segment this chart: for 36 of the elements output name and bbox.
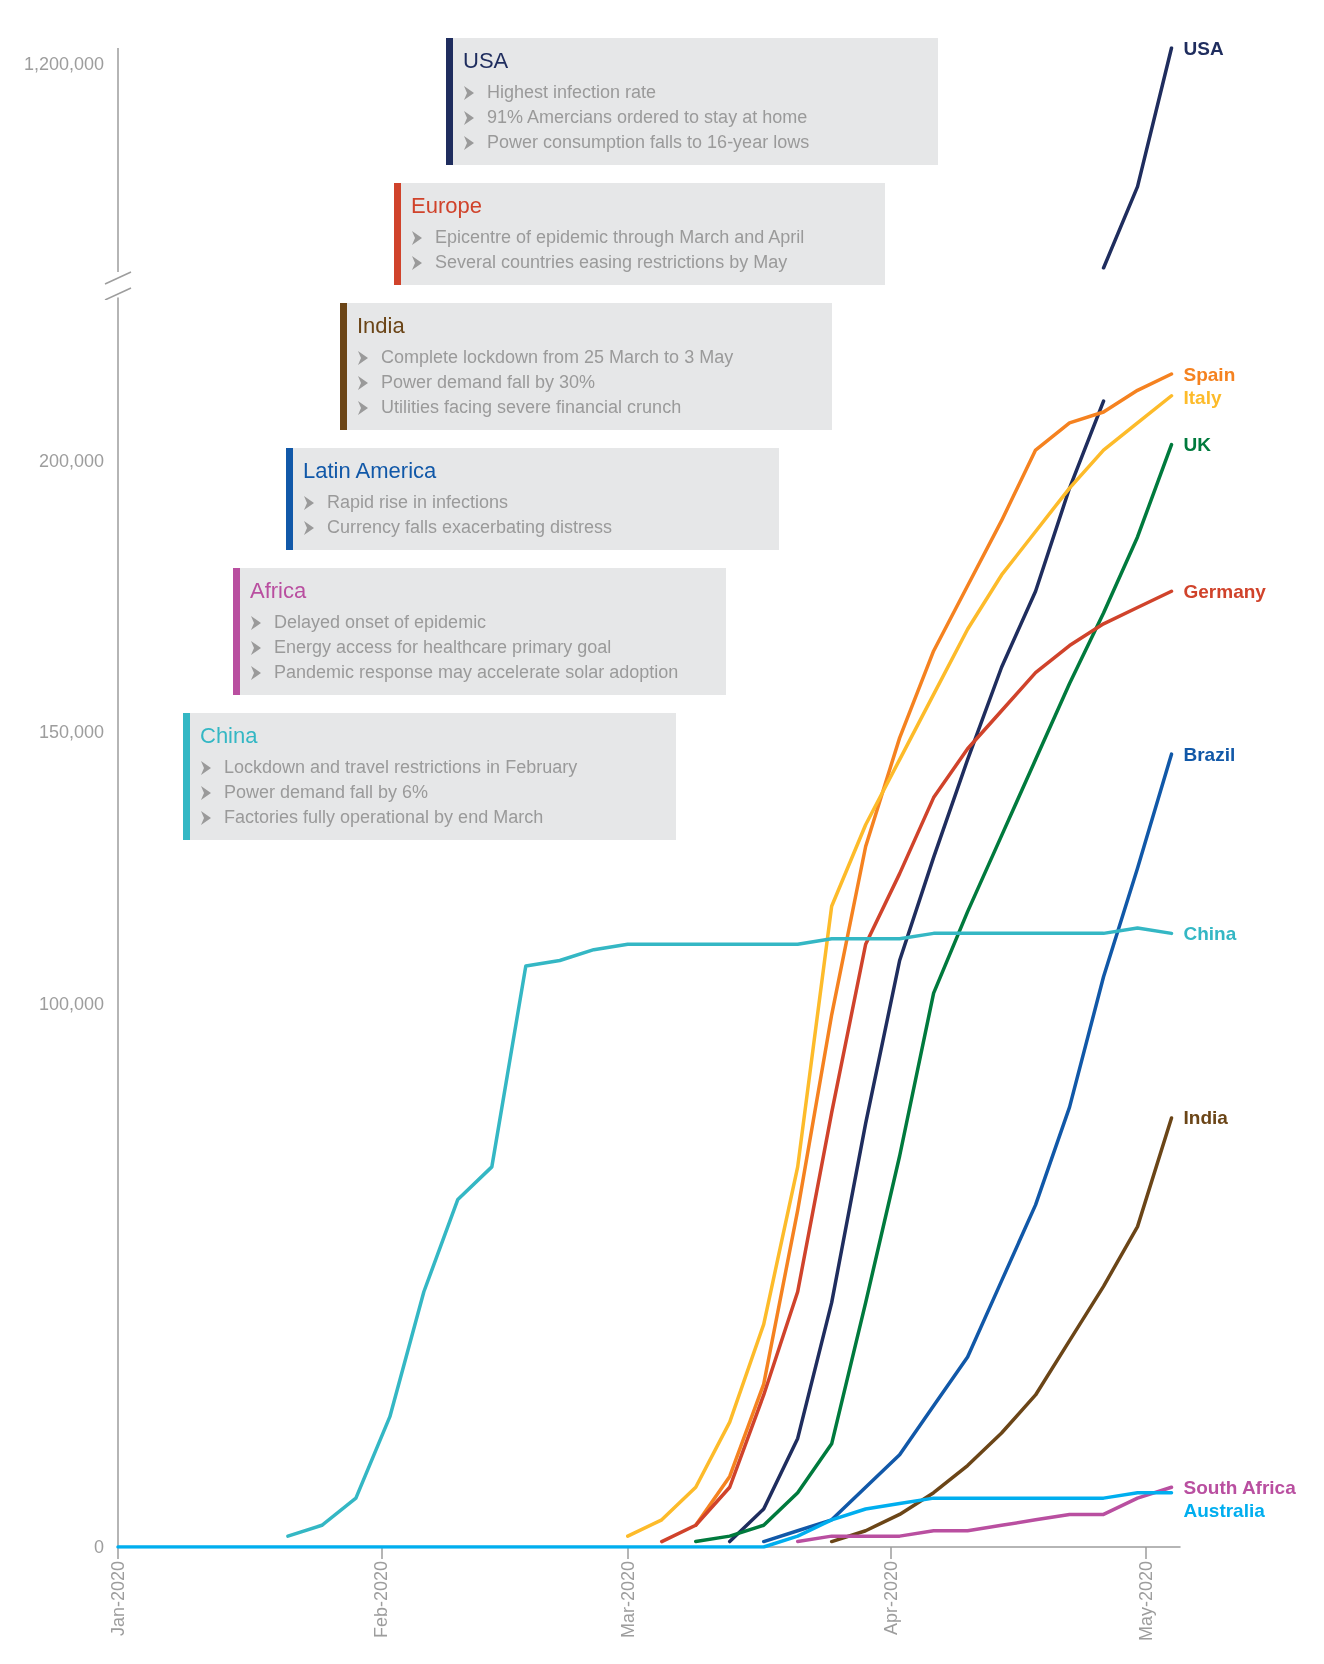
- series-label: South Africa: [1183, 1476, 1297, 1498]
- y-tick-label: 100,000: [38, 993, 104, 1014]
- x-tick-label: Apr-2020: [881, 1561, 902, 1636]
- y-tick-label: 200,000: [38, 450, 104, 471]
- line-series: [116, 1490, 1174, 1549]
- annotation: Africa Delayed onset of epidemic Energy access for healthcare primary goal Pandemic response may accelerate solar adoption: [250, 578, 680, 684]
- line-series: [761, 752, 1174, 1544]
- annotation: India Complete lockdown from 25 March to 3 May Power demand fall by 30% Utilities facing severe financial crunch: [357, 313, 735, 419]
- series-label: Italy: [1183, 386, 1222, 408]
- callout-box: Africa Delayed onset of epidemic Energy access for healthcare primary goal Pandemic response may accelerate solar adoption: [233, 568, 726, 695]
- callout-box: China Lockdown and travel restrictions in February Power demand fall by 6% Factories fully operational by end March: [183, 713, 676, 840]
- annotation: Latin America Rapid rise in infections Currency falls exacerbating distress: [303, 458, 614, 539]
- x-tick-label: Mar-2020: [617, 1561, 638, 1639]
- series-label: India: [1183, 1107, 1229, 1129]
- series-label: Australia: [1183, 1499, 1266, 1521]
- series-label: USA: [1183, 37, 1224, 59]
- series-label: Germany: [1183, 580, 1267, 602]
- y-tick-label: 0: [93, 1537, 104, 1557]
- series-label: Brazil: [1183, 743, 1236, 765]
- series-label: Spain: [1183, 363, 1236, 385]
- series-label: China: [1183, 922, 1237, 944]
- line-series: [795, 1485, 1174, 1544]
- y-tick-label: 150,000: [38, 722, 104, 743]
- series-label: UK: [1183, 434, 1212, 456]
- callout-box: USA Highest infection rate 91% Amercians ordered to stay at home Power consumption falls to 16-year lows: [446, 38, 938, 165]
- x-tick-label: Jan-2020: [108, 1561, 128, 1637]
- text: 1,200,000: [23, 54, 104, 75]
- line-series: [286, 926, 1174, 1538]
- x-tick-label: Feb-2020: [371, 1561, 392, 1639]
- line-series: [829, 1116, 1174, 1544]
- line-series: [727, 399, 1106, 1544]
- annotation: China Lockdown and travel restrictions in February Power demand fall by 6% Factories fully operational by end March: [200, 723, 579, 829]
- x-tick-label: May-2020: [1136, 1561, 1157, 1642]
- callout-box: Latin America Rapid rise in infections Currency falls exacerbating distress: [286, 448, 779, 550]
- callout-box: India Complete lockdown from 25 March to 3 May Power demand fall by 30% Utilities facing severe financial crunch: [340, 303, 832, 430]
- callout-box: Europe Epicentre of epidemic through March and April Several countries easing restrictions by May: [394, 183, 885, 285]
